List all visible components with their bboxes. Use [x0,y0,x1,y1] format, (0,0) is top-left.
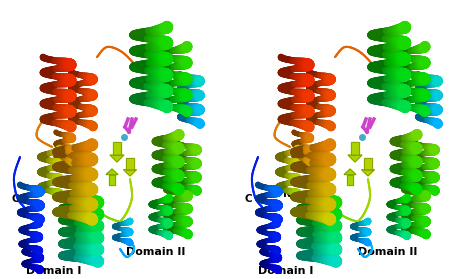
Polygon shape [124,170,137,176]
Text: N: N [51,189,60,199]
Polygon shape [106,169,118,175]
Polygon shape [127,158,134,170]
Text: C: C [12,194,19,205]
Polygon shape [365,158,372,170]
Text: C: C [244,194,252,205]
Text: Domain I: Domain I [26,266,82,276]
Polygon shape [348,155,362,162]
Text: N: N [283,189,292,199]
Polygon shape [362,170,374,176]
Polygon shape [351,142,359,155]
Polygon shape [346,175,353,185]
Polygon shape [344,169,356,175]
Polygon shape [109,175,115,185]
Polygon shape [110,155,124,162]
Polygon shape [113,142,121,155]
Text: Domain II: Domain II [126,247,185,258]
Text: Domain I: Domain I [258,266,314,276]
Text: Domain II: Domain II [358,247,417,258]
